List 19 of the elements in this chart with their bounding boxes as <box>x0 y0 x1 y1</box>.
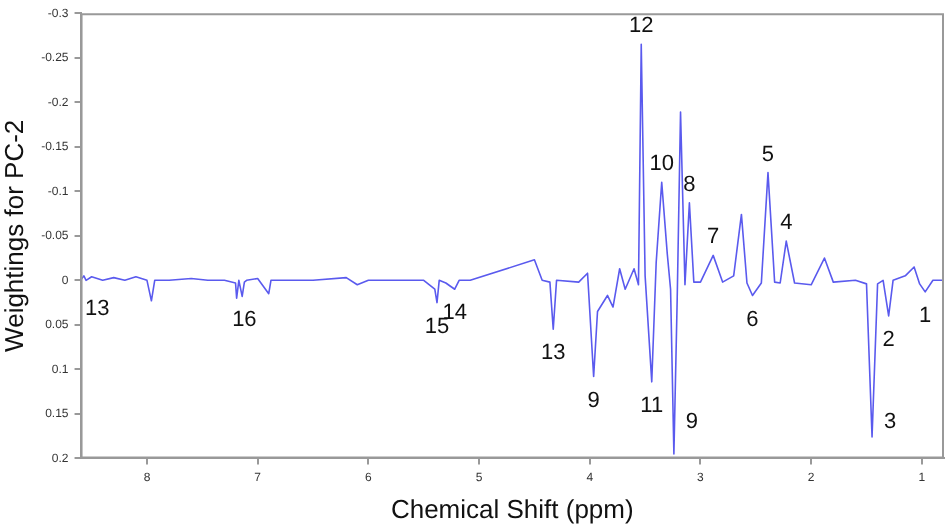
annotation: 3 <box>883 410 897 435</box>
x-axis-title: Chemical Shift (ppm) <box>390 493 634 524</box>
annotation: 5 <box>761 142 775 167</box>
annotation: 12 <box>628 14 654 39</box>
annotation: 9 <box>685 410 699 435</box>
annotation: 7 <box>707 225 720 250</box>
annotation: 4 <box>780 211 793 236</box>
annotation: 15 <box>424 314 450 339</box>
annotation: 1 <box>919 303 932 328</box>
annotation: 11 <box>640 393 664 418</box>
annotation: 9 <box>587 388 600 413</box>
annotation: 10 <box>649 152 674 177</box>
annotation: 13 <box>540 341 566 366</box>
annotation: 2 <box>882 328 895 352</box>
y-axis-title: Weightings for PC-2 <box>0 119 29 352</box>
annotation: 16 <box>232 308 257 333</box>
annotation: 13 <box>84 296 110 321</box>
annotation: 8 <box>683 172 696 197</box>
annotation: 6 <box>746 307 759 332</box>
